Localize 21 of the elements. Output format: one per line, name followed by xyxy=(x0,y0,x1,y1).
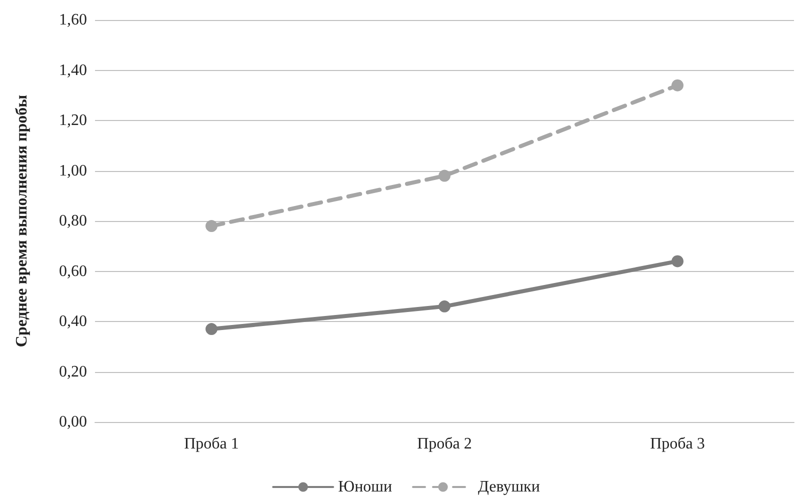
point xyxy=(438,300,450,312)
x-tick-label: Проба 1 xyxy=(184,436,239,452)
y-tick-label: 1,40 xyxy=(59,62,87,79)
point xyxy=(206,323,218,336)
point xyxy=(206,220,218,232)
y-tick-label: 1,60 xyxy=(59,12,87,28)
y-axis-title: Среднее время выполнения пробы xyxy=(14,94,30,348)
x-tick-label: Проба 3 xyxy=(650,436,705,452)
y-tick-label: 0,00 xyxy=(59,414,87,430)
legend-label: Девушки xyxy=(478,478,540,496)
point xyxy=(672,255,684,268)
y-tick-label: 1,20 xyxy=(59,112,87,129)
y-tick-label: 0,20 xyxy=(59,363,87,380)
y-tick-label: 0,40 xyxy=(59,313,87,330)
legend-label: Юноши xyxy=(338,478,392,496)
y-tick-label: 0,60 xyxy=(59,262,87,280)
x-tick-label: Проба 2 xyxy=(417,436,472,452)
y-tick-label: 1,00 xyxy=(59,162,87,180)
point xyxy=(438,170,450,182)
y-tick-label: 0,80 xyxy=(59,212,87,230)
point xyxy=(672,79,684,92)
